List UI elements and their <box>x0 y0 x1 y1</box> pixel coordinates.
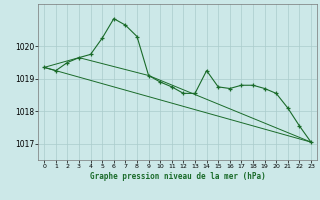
X-axis label: Graphe pression niveau de la mer (hPa): Graphe pression niveau de la mer (hPa) <box>90 172 266 181</box>
